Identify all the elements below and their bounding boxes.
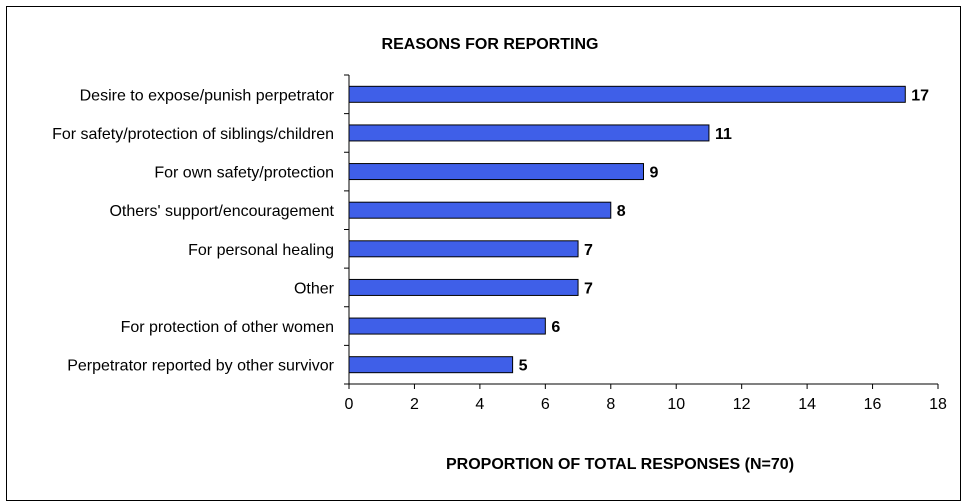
data-label: 7 — [584, 280, 593, 297]
bar — [348, 201, 612, 219]
x-tick-label: 6 — [541, 396, 550, 413]
category-label: Perpetrator reported by other survivor — [67, 358, 334, 375]
chart-title: REASONS FOR REPORTING — [382, 36, 599, 53]
bar — [348, 356, 514, 374]
category-label: For personal healing — [188, 242, 334, 259]
data-label: 7 — [584, 242, 593, 259]
category-label: Desire to expose/punish perpetrator — [80, 87, 335, 104]
x-tick-label: 14 — [798, 396, 816, 413]
bar — [348, 124, 710, 142]
data-label: 9 — [650, 165, 659, 182]
data-label: 17 — [911, 87, 929, 104]
x-tick-label: 16 — [864, 396, 882, 413]
x-tick-label: 18 — [929, 396, 947, 413]
category-label: For own safety/protection — [154, 165, 334, 182]
data-label: 6 — [551, 319, 560, 336]
category-label: Others' support/encouragement — [109, 203, 334, 220]
plot-area: 0 2 4 6 8 10 12 14 16 18 Desire to expose/punish p… — [52, 74, 947, 413]
x-axis-title: PROPORTION OF TOTAL RESPONSES (N=70) — [446, 456, 794, 473]
bar — [348, 85, 906, 103]
x-tick-label: 4 — [475, 396, 484, 413]
x-tick-label: 2 — [410, 396, 419, 413]
category-label: Other — [294, 280, 335, 297]
category-label: For safety/protection of siblings/childr… — [52, 126, 334, 143]
bar — [348, 278, 579, 296]
x-tick-label: 8 — [606, 396, 615, 413]
data-label: 8 — [617, 203, 626, 220]
x-tick-label: 10 — [667, 396, 685, 413]
x-tick-label: 12 — [733, 396, 751, 413]
x-tick-label: 0 — [345, 396, 354, 413]
data-label: 5 — [519, 358, 528, 375]
bar — [348, 163, 644, 181]
data-label: 11 — [715, 126, 732, 143]
category-label: For protection of other women — [121, 319, 334, 336]
bar — [348, 240, 579, 258]
bar — [348, 317, 546, 335]
